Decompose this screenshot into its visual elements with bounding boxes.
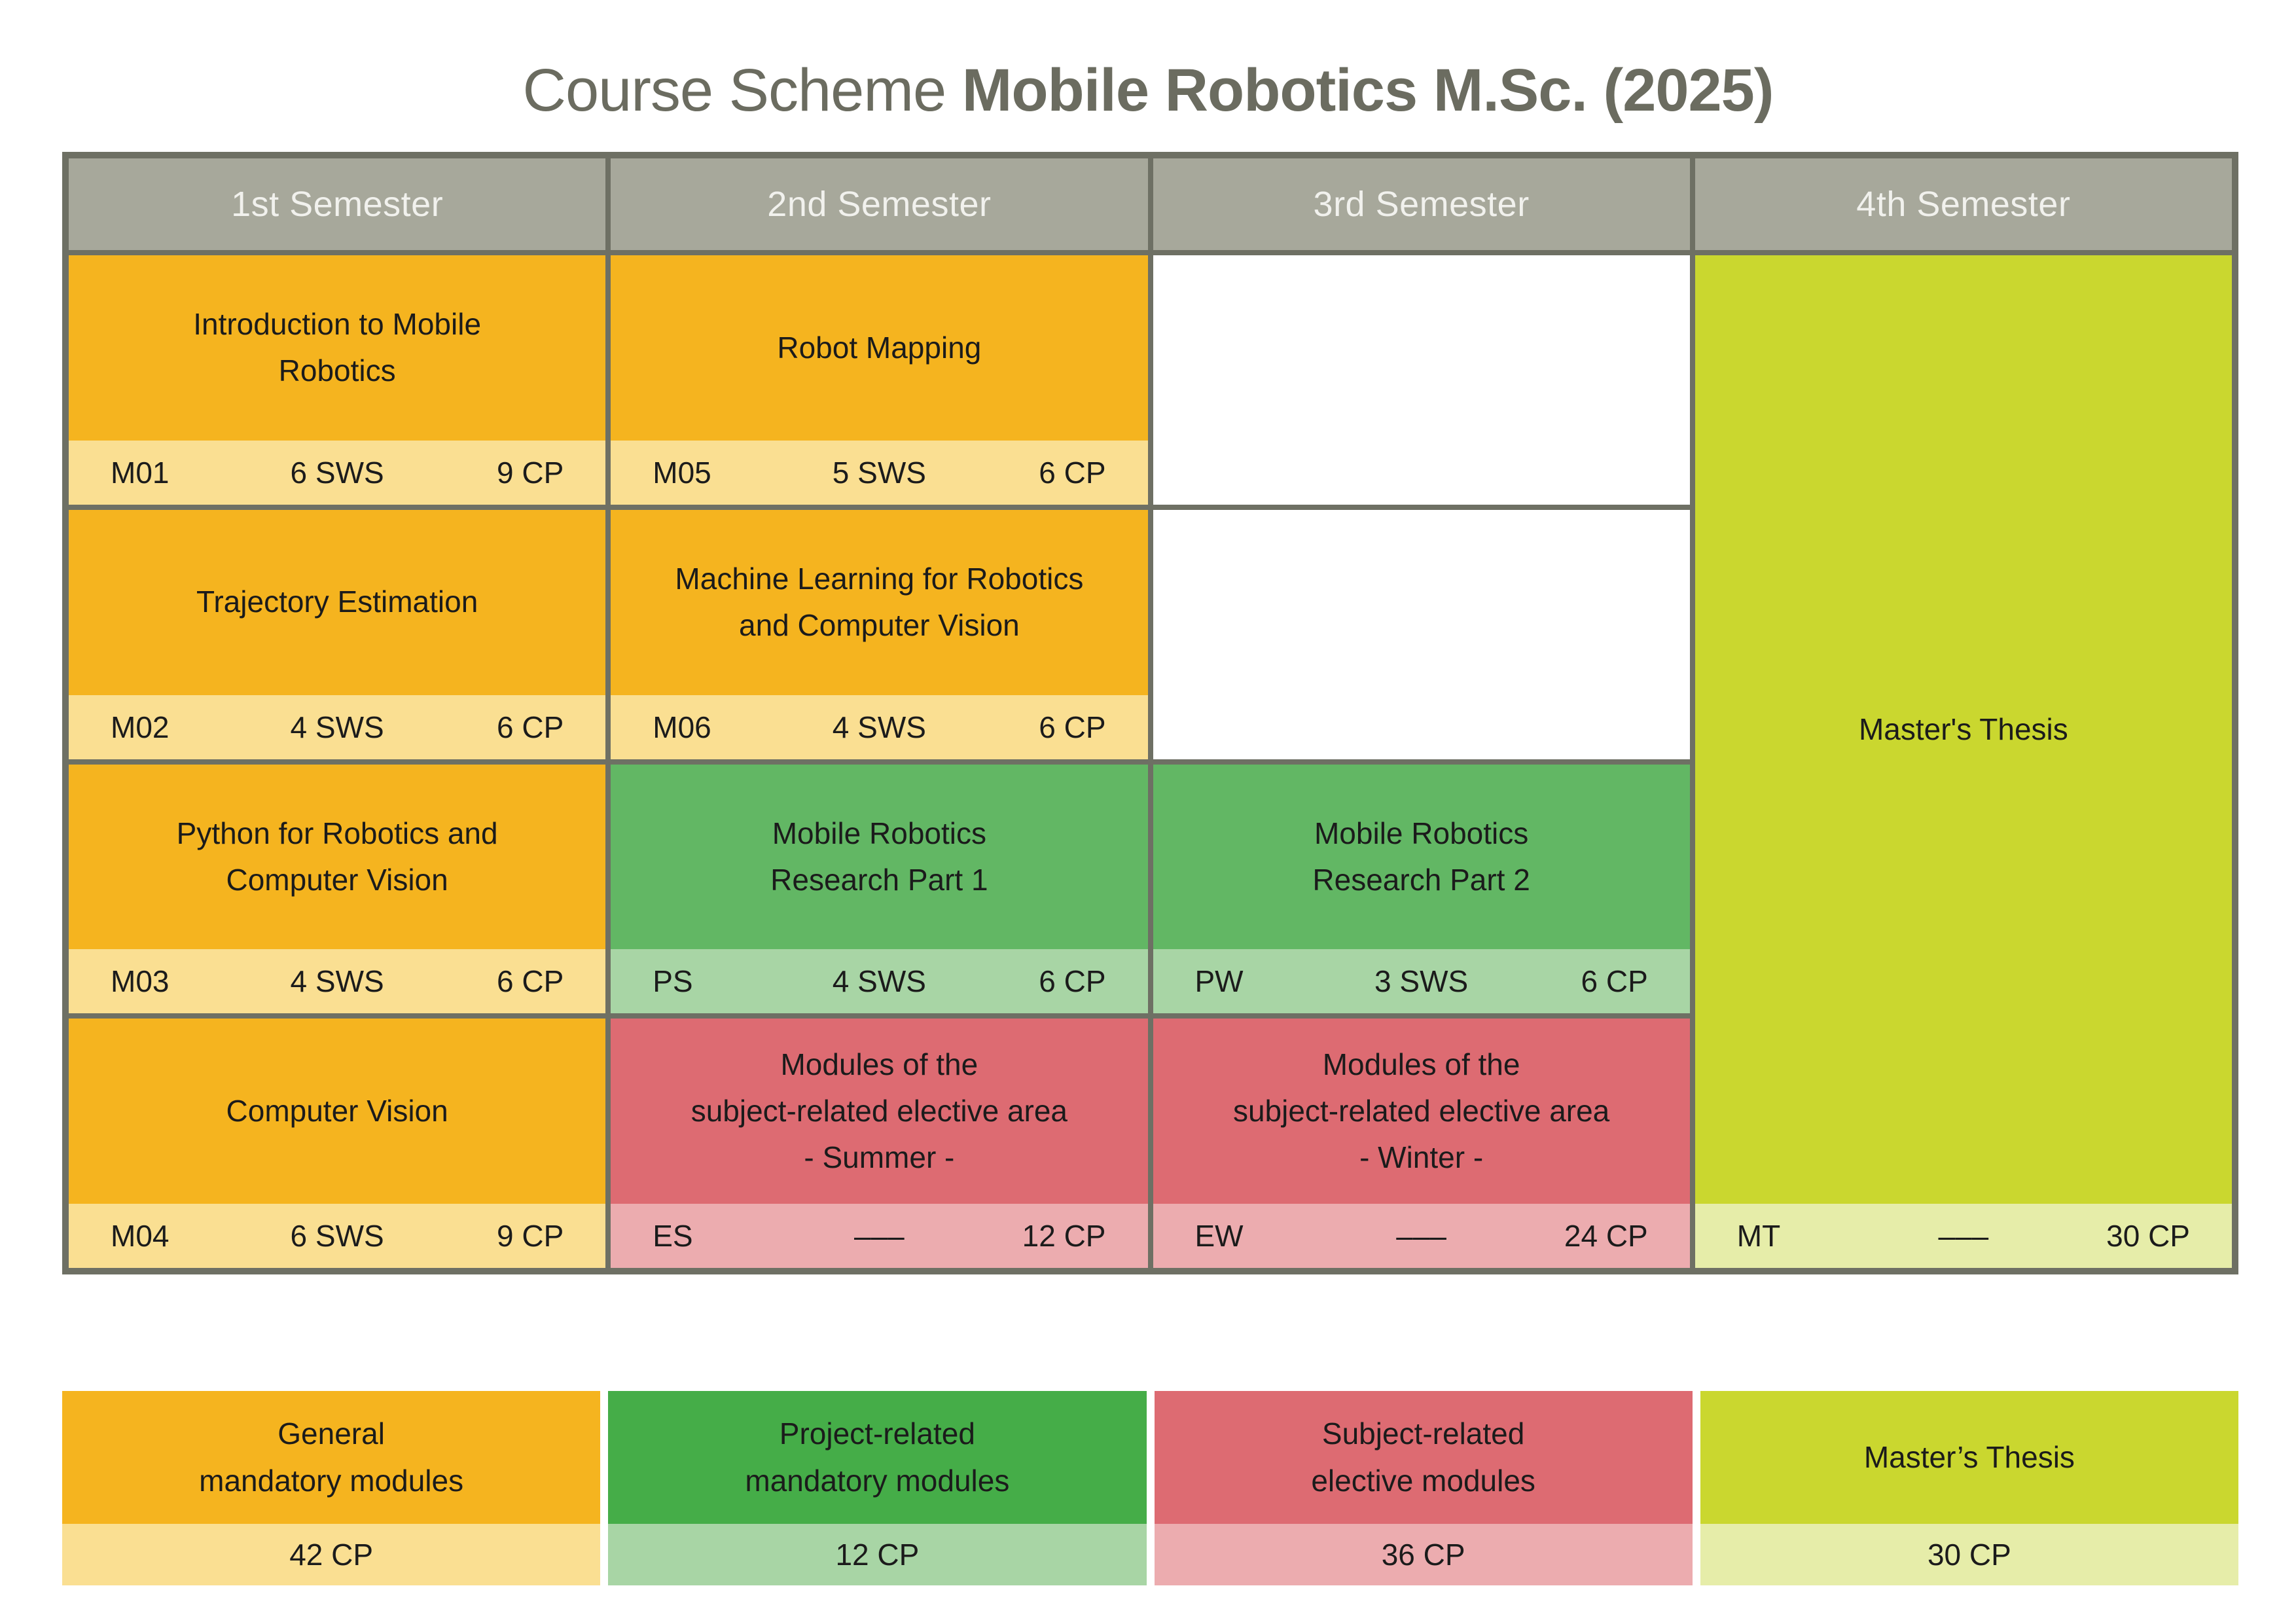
module-sws: ––– [854,1219,905,1253]
module-footer: PS 4 SWS 6 CP [611,949,1148,1014]
module-sws: 6 SWS [290,1219,384,1253]
module-cp: 12 CP [1022,1219,1106,1253]
module-title: Trajectory Estimation [196,585,478,619]
module-code: M06 [653,710,711,744]
module-sws: 5 SWS [832,455,926,490]
module-footer: MT ––– 30 CP [1695,1204,2232,1268]
module-title: Robot Mapping [777,330,982,365]
semester-header: 1st Semester [69,158,606,250]
module-sws: ––– [1396,1219,1446,1253]
legend-item: Project-related mandatory modules 12 CP [608,1391,1147,1585]
module-code: M04 [111,1219,170,1253]
module-cp: 9 CP [496,1219,564,1253]
legend-footer: 30 CP [1700,1524,2238,1585]
legend-cp: 12 CP [835,1538,920,1572]
semester-header: 4th Semester [1695,158,2232,250]
module-footer: M04 6 SWS 9 CP [69,1204,606,1268]
legend-label: Project-related mandatory modules [745,1416,1010,1498]
module-sws: ––– [1938,1219,1989,1253]
module-sws: 4 SWS [290,964,384,999]
module-footer: PW 3 SWS 6 CP [1153,949,1690,1014]
legend-cp: 30 CP [1927,1538,2011,1572]
module-footer: M05 5 SWS 6 CP [611,440,1148,505]
legend-label: General mandatory modules [199,1416,464,1498]
module-code: EW [1194,1219,1244,1253]
module-sws: 4 SWS [290,710,384,744]
module-title: Mobile Robotics Research Part 2 [1312,816,1530,897]
module-footer: EW ––– 24 CP [1153,1204,1690,1268]
module-cp: 24 CP [1564,1219,1648,1253]
module-cp: 6 CP [496,964,564,999]
module-sws: 6 SWS [290,455,384,490]
module-card: Introduction to Mobile Robotics M01 6 SWS 9… [69,255,606,505]
module-card: Modules of the subject-related elective … [1153,1019,1690,1268]
module-sws: 4 SWS [832,964,926,999]
module-title: Modules of the subject-related elective … [691,1047,1068,1175]
legend-label: Subject-related elective modules [1311,1416,1535,1498]
module-title: Mobile Robotics Research Part 1 [770,816,988,897]
module-footer: M03 4 SWS 6 CP [69,949,606,1014]
course-scheme-table: 1st Semester 2nd Semester 3rd Semester 4th … [62,152,2238,1274]
module-title: Master's Thesis [1858,712,2068,746]
empty-cell [1153,255,1690,505]
legend-item: Subject-related elective modules 36 CP [1154,1391,1693,1585]
legend-label: Master’s Thesis [1863,1439,2075,1474]
legend-item: Master’s Thesis 30 CP [1700,1391,2238,1585]
module-title: Modules of the subject-related elective … [1232,1047,1610,1175]
module-footer: M02 4 SWS 6 CP [69,695,606,759]
legend-footer: 42 CP [62,1524,601,1585]
module-card: Machine Learning for Robotics and Comput… [611,509,1148,759]
module-footer: M01 6 SWS 9 CP [69,440,606,505]
empty-cell [1153,509,1690,759]
module-code: PW [1194,964,1244,999]
module-code: M05 [653,455,711,490]
thesis-card: Master's Thesis MT ––– 30 CP [1695,255,2232,1268]
module-code: M01 [111,455,170,490]
module-card: Robot Mapping M05 5 SWS 6 CP [611,255,1148,505]
page-title: Course Scheme Mobile Robotics M.Sc. (202… [0,57,2296,124]
module-card: Trajectory Estimation M02 4 SWS 6 CP [69,509,606,759]
module-code: M02 [111,710,170,744]
legend-cp: 42 CP [289,1538,374,1572]
legend-cp: 36 CP [1381,1538,1465,1572]
semester-header: 3rd Semester [1153,158,1690,250]
page-title-regular: Course Scheme [522,57,962,124]
module-cp: 6 CP [1581,964,1648,999]
module-title: Python for Robotics and Computer Vision [176,816,498,897]
module-cp: 30 CP [2106,1219,2190,1253]
module-card: Python for Robotics and Computer Vision M… [69,764,606,1014]
legend-item: General mandatory modules 42 CP [62,1391,601,1585]
module-code: M03 [111,964,170,999]
module-code: PS [653,964,693,999]
module-cp: 6 CP [496,710,564,744]
module-title: Machine Learning for Robotics and Comput… [675,561,1084,643]
page-title-bold: Mobile Robotics M.Sc. (2025) [961,57,1774,124]
module-cp: 6 CP [1039,455,1106,490]
module-footer: ES ––– 12 CP [611,1204,1148,1268]
module-card: Mobile Robotics Research Part 1 PS 4 SWS 6 … [611,764,1148,1014]
module-title: Introduction to Mobile Robotics [193,307,482,388]
legend-footer: 36 CP [1154,1524,1693,1585]
module-code: ES [653,1219,693,1253]
legend-footer: 12 CP [608,1524,1147,1585]
module-card: Computer Vision M04 6 SWS 9 CP [69,1019,606,1268]
semester-header: 2nd Semester [611,158,1148,250]
module-title: Computer Vision [226,1093,448,1128]
module-sws: 4 SWS [832,710,926,744]
module-sws: 3 SWS [1374,964,1469,999]
module-card: Modules of the subject-related elective … [611,1019,1148,1268]
module-cp: 6 CP [1039,710,1106,744]
module-code: MT [1736,1219,1781,1253]
module-cp: 6 CP [1039,964,1106,999]
legend: General mandatory modules 42 CP Project-re… [62,1391,2238,1585]
module-cp: 9 CP [496,455,564,490]
module-footer: M06 4 SWS 6 CP [611,695,1148,759]
module-card: Mobile Robotics Research Part 2 PW 3 SWS 6 … [1153,764,1690,1014]
